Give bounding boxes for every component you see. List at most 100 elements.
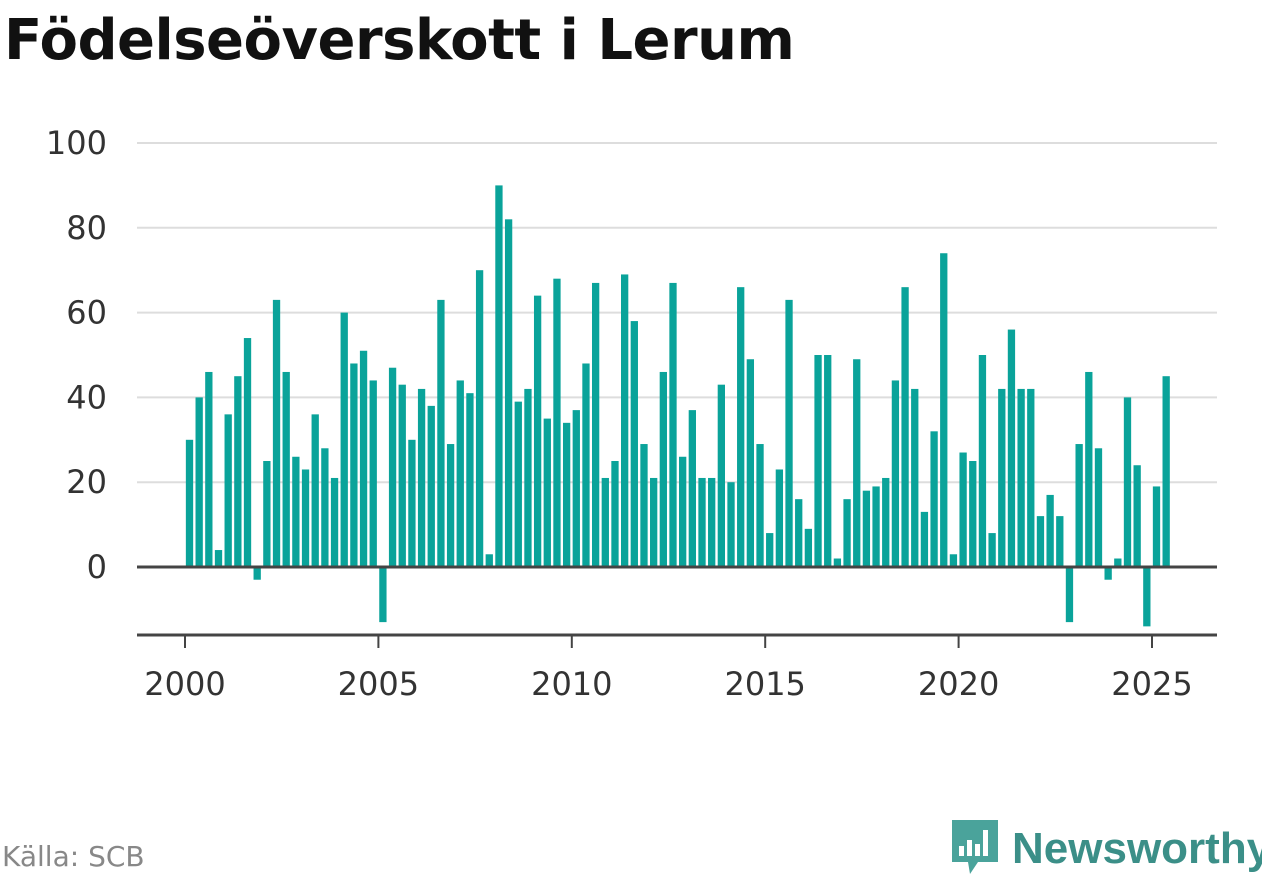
- bar: [640, 444, 648, 567]
- bar: [630, 321, 638, 567]
- bar: [408, 439, 416, 567]
- bar: [591, 282, 600, 567]
- bar: [311, 414, 319, 567]
- bar: [437, 299, 445, 567]
- source-label: Källa: SCB: [2, 840, 145, 873]
- x-tick-label: 2000: [144, 665, 225, 703]
- bar: [1065, 567, 1074, 623]
- bar: [882, 477, 890, 567]
- bar: [272, 299, 281, 567]
- bar: [949, 554, 958, 567]
- y-tick-label: 80: [66, 209, 107, 247]
- bar: [746, 359, 755, 567]
- bar: [1085, 371, 1093, 567]
- bar: [495, 185, 503, 567]
- bar: [524, 388, 532, 567]
- bar: [872, 486, 880, 567]
- bar: [708, 477, 716, 567]
- bar: [756, 444, 764, 567]
- x-axis-ticks: 2000 2005 2010 2015 2020 2025: [144, 635, 1193, 703]
- x-tick-label: 2025: [1111, 665, 1192, 703]
- bar: [920, 511, 929, 567]
- bar: [1133, 465, 1141, 567]
- bar: [301, 469, 310, 567]
- x-tick-label: 2020: [918, 665, 999, 703]
- bar: [901, 287, 909, 567]
- bar: [514, 401, 522, 567]
- bar: [814, 355, 822, 567]
- axes: [137, 565, 1217, 637]
- bar: [504, 219, 513, 567]
- bar: [795, 499, 803, 567]
- bar: [775, 469, 784, 567]
- bar: [959, 452, 967, 567]
- bar: [533, 295, 542, 567]
- bar: [1075, 444, 1083, 567]
- bar: [562, 422, 571, 567]
- bar: [388, 367, 397, 567]
- bar: [205, 371, 213, 567]
- bar: [853, 359, 861, 567]
- bar: [650, 477, 658, 567]
- bar: [553, 278, 561, 567]
- bar: [727, 482, 735, 567]
- bar: [1094, 448, 1103, 567]
- bar: [330, 477, 339, 567]
- bar: [543, 418, 551, 567]
- bar: [379, 567, 387, 623]
- bar: [185, 439, 194, 567]
- bar: [282, 371, 290, 567]
- bar: [582, 363, 590, 567]
- bar: [292, 456, 300, 567]
- bar: [214, 550, 223, 567]
- bar: [1114, 558, 1122, 567]
- x-tick-label: 2015: [724, 665, 805, 703]
- bar: [940, 253, 948, 568]
- bar: [234, 376, 242, 567]
- bar: [698, 477, 706, 567]
- bar: [398, 384, 406, 567]
- y-tick-label: 20: [66, 463, 107, 501]
- brand-name: Newsworthy: [1012, 824, 1262, 873]
- bar: [1017, 388, 1025, 567]
- chart-title: Födelseöverskott i Lerum: [4, 8, 795, 73]
- bar: [417, 388, 426, 567]
- bar: [1027, 388, 1035, 567]
- bar: [930, 431, 938, 567]
- bar: [243, 338, 252, 567]
- bars: [185, 185, 1170, 627]
- bar: [350, 363, 358, 567]
- bar: [369, 380, 377, 567]
- bar: [611, 461, 619, 567]
- y-axis-ticks: 0 20 40 60 80 100: [46, 124, 107, 586]
- bar: [659, 371, 667, 567]
- bar: [1123, 397, 1132, 567]
- bar: [998, 388, 1006, 567]
- bar: [911, 388, 919, 567]
- bar: [824, 355, 832, 567]
- bar: [224, 414, 232, 567]
- bar: [1056, 516, 1064, 567]
- bar: [717, 384, 725, 567]
- bar: [891, 380, 900, 567]
- bar: [1143, 567, 1151, 627]
- bar: [427, 405, 435, 567]
- bar: [485, 554, 493, 567]
- y-tick-label: 100: [46, 124, 107, 162]
- bar: [601, 477, 609, 567]
- x-tick-label: 2010: [531, 665, 612, 703]
- bar: [1046, 494, 1054, 567]
- newsworthy-logo[interactable]: Newsworthy: [950, 818, 1262, 880]
- bar: [1036, 516, 1045, 567]
- bar: [321, 448, 329, 567]
- bar: [1104, 567, 1112, 580]
- bar: [456, 380, 464, 567]
- bar: [621, 274, 629, 567]
- bar: [843, 499, 851, 567]
- bar: [1162, 376, 1170, 567]
- x-tick-label: 2005: [338, 665, 419, 703]
- bar: [804, 528, 813, 567]
- bar: [737, 287, 745, 567]
- bar: [669, 282, 677, 567]
- bar: [785, 299, 793, 567]
